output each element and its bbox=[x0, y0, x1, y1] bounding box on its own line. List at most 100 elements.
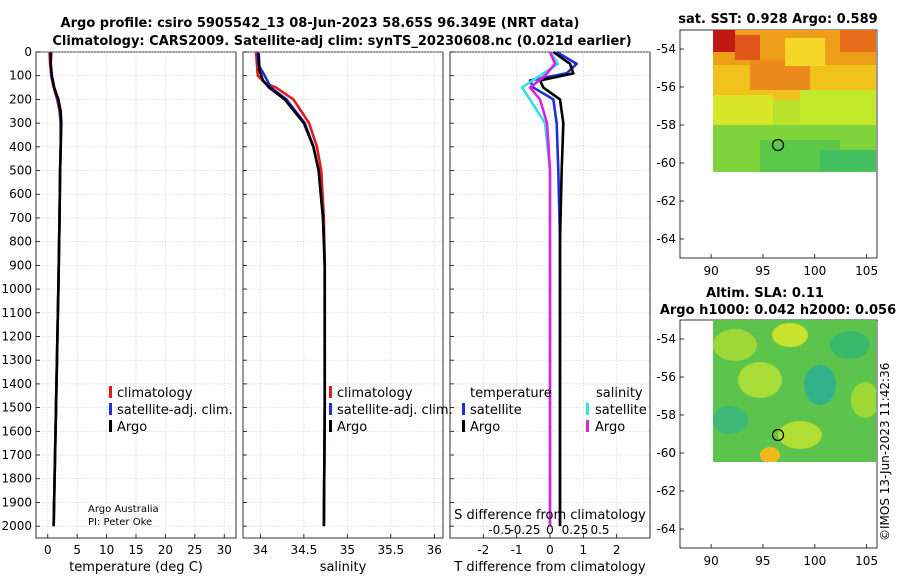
y-tick-label: 1800 bbox=[1, 472, 32, 486]
y-tick-label: 1200 bbox=[1, 329, 32, 343]
legend-swatch-sal-argo bbox=[586, 420, 589, 432]
map-y-tick-label: -56 bbox=[656, 370, 676, 384]
legend-title-temperature: temperature bbox=[470, 386, 552, 401]
x-tick-label: 35.5 bbox=[377, 543, 404, 557]
y-tick-label: 1600 bbox=[1, 424, 32, 438]
sst-map-image bbox=[713, 30, 876, 172]
x-tick-label: 1 bbox=[580, 543, 588, 557]
difference-panel: -2 -1 0 1 2 T difference from climatology S di… bbox=[449, 50, 651, 575]
x-tick-label: 0 bbox=[546, 543, 554, 557]
legend-swatch-climatology bbox=[329, 386, 332, 398]
y-tick-label: 1500 bbox=[1, 401, 32, 415]
legend-label-sal-satellite: satellite bbox=[595, 403, 647, 418]
y-tick-label: 2000 bbox=[1, 519, 32, 533]
map-y-tick-label: -62 bbox=[656, 194, 676, 208]
x-axis-label: T difference from climatology bbox=[453, 560, 646, 575]
map-y-tick-label: -54 bbox=[656, 42, 676, 56]
map-x-tick-label: 105 bbox=[855, 264, 878, 278]
x-tick-label: 36 bbox=[427, 543, 442, 557]
x-tick-label: 2 bbox=[613, 543, 621, 557]
y-tick-label: 1300 bbox=[1, 353, 32, 367]
s-tick-label: -0.25 bbox=[509, 523, 540, 537]
map-x-tick-label: 90 bbox=[703, 264, 718, 278]
y-tick-label: 200 bbox=[9, 92, 32, 106]
x-tick-label: 5 bbox=[73, 543, 81, 557]
s-axis-label: S difference from climatology bbox=[454, 508, 646, 523]
credit-line1: Argo Australia bbox=[88, 504, 159, 515]
salinity-legend: climatology satellite-adj. clim. Argo bbox=[329, 386, 453, 435]
x-axis-label: salinity bbox=[320, 560, 367, 575]
map-y-tick-label: -56 bbox=[656, 80, 676, 94]
map-x-tick-label: 95 bbox=[755, 554, 770, 568]
imos-watermark: ©IMOS 13-Jun-2023 11:42:36 bbox=[878, 363, 892, 541]
x-tick-label: -1 bbox=[511, 543, 523, 557]
sst-argo-marker bbox=[771, 138, 785, 152]
sla-map-image bbox=[713, 320, 876, 462]
legend-label-climatology: climatology bbox=[117, 386, 193, 401]
legend-swatch-climatology bbox=[109, 386, 112, 398]
y-tick-label: 0 bbox=[24, 45, 32, 59]
y-tick-label: 1400 bbox=[1, 377, 32, 391]
legend-label-argo: Argo bbox=[337, 420, 367, 435]
map-x-tick-label: 95 bbox=[755, 264, 770, 278]
legend-label-argo: Argo bbox=[117, 420, 147, 435]
x-axis-label: temperature (deg C) bbox=[69, 560, 203, 575]
x-tick-label: -2 bbox=[477, 543, 489, 557]
s-tick-label: -0.5 bbox=[488, 523, 511, 537]
x-tick-label: 34.5 bbox=[291, 543, 318, 557]
map-y-tick-label: -60 bbox=[656, 446, 676, 460]
x-tick-label: 20 bbox=[158, 543, 173, 557]
legend-swatch-argo bbox=[109, 420, 112, 432]
x-tick-label: 34 bbox=[253, 543, 268, 557]
legend-label-temp-argo: Argo bbox=[470, 420, 500, 435]
legend-label-temp-satellite: satellite bbox=[470, 403, 522, 418]
salinity-panel: 34 34.5 35 35.5 36 salinity bbox=[242, 51, 444, 575]
x-tick-label: 10 bbox=[99, 543, 114, 557]
y-tick-label: 500 bbox=[9, 164, 32, 178]
legend-swatch-satellite bbox=[109, 403, 112, 415]
sst-map-panel: sat. SST: 0.928 Argo: 0.589 90 95 100 105 -5… bbox=[656, 12, 878, 278]
y-tick-label: 600 bbox=[9, 187, 32, 201]
sla-map-title2: Argo h1000: 0.042 h2000: 0.056 bbox=[660, 303, 896, 318]
legend-label-sal-argo: Argo bbox=[595, 420, 625, 435]
legend-swatch-temp-satellite bbox=[462, 403, 465, 415]
sst-map-title: sat. SST: 0.928 Argo: 0.589 bbox=[678, 12, 877, 27]
figure-title-line1: Argo profile: csiro 5905542_13 08-Jun-20… bbox=[61, 16, 580, 31]
sst-map-ticks: 90 95 100 105 -54 -56 -58 -60 -62 -64 bbox=[656, 42, 878, 278]
legend-swatch-temp-argo bbox=[462, 420, 465, 432]
legend-swatch-sal-satellite bbox=[586, 403, 589, 415]
series-line-salinity-argo bbox=[528, 51, 557, 527]
legend-title-salinity: salinity bbox=[596, 386, 643, 401]
temperature-panel: 0100200300400500600700800900100011001200… bbox=[1, 45, 237, 575]
legend-swatch-argo bbox=[329, 420, 332, 432]
legend-label-satellite: satellite-adj. clim. bbox=[337, 403, 453, 418]
difference-legend: temperature salinity satellite Argo sate… bbox=[462, 386, 647, 435]
series-line-argo bbox=[49, 53, 63, 527]
figure-title-line2: Climatology: CARS2009. Satellite-adj cli… bbox=[52, 34, 631, 49]
y-tick-label: 100 bbox=[9, 69, 32, 83]
legend-label-satellite: satellite-adj. clim. bbox=[117, 403, 233, 418]
map-y-tick-label: -58 bbox=[656, 408, 676, 422]
map-x-tick-label: 100 bbox=[803, 264, 826, 278]
x-tick-label: 0 bbox=[44, 543, 52, 557]
x-tick-label: 25 bbox=[187, 543, 202, 557]
temperature-legend: climatology satellite-adj. clim. Argo bbox=[109, 386, 233, 435]
map-x-tick-label: 100 bbox=[803, 554, 826, 568]
credit-line2: PI: Peter Oke bbox=[88, 517, 152, 528]
series-line-temperature-argo bbox=[538, 50, 575, 527]
y-tick-label: 900 bbox=[9, 258, 32, 272]
y-tick-label: 300 bbox=[9, 116, 32, 130]
sla-argo-marker bbox=[771, 428, 785, 442]
y-tick-label: 1000 bbox=[1, 282, 32, 296]
x-tick-label: 30 bbox=[217, 543, 232, 557]
map-x-tick-label: 105 bbox=[855, 554, 878, 568]
x-tick-label: 15 bbox=[128, 543, 143, 557]
map-y-tick-label: -62 bbox=[656, 484, 676, 498]
map-y-tick-label: -64 bbox=[656, 522, 676, 536]
map-y-tick-label: -64 bbox=[656, 232, 676, 246]
y-tick-label: 1900 bbox=[1, 495, 32, 509]
legend-label-climatology: climatology bbox=[337, 386, 413, 401]
map-y-tick-label: -58 bbox=[656, 118, 676, 132]
s-tick-label: 0.5 bbox=[590, 523, 609, 537]
